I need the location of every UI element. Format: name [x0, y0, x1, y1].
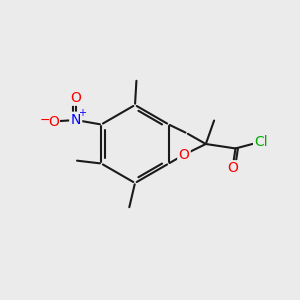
Text: Cl: Cl [254, 135, 268, 149]
Text: O: O [178, 148, 189, 162]
Text: O: O [48, 115, 59, 128]
Text: N: N [70, 113, 81, 127]
Text: −: − [40, 113, 50, 127]
Text: O: O [70, 91, 81, 104]
Text: O: O [227, 161, 238, 176]
Text: +: + [78, 108, 86, 118]
